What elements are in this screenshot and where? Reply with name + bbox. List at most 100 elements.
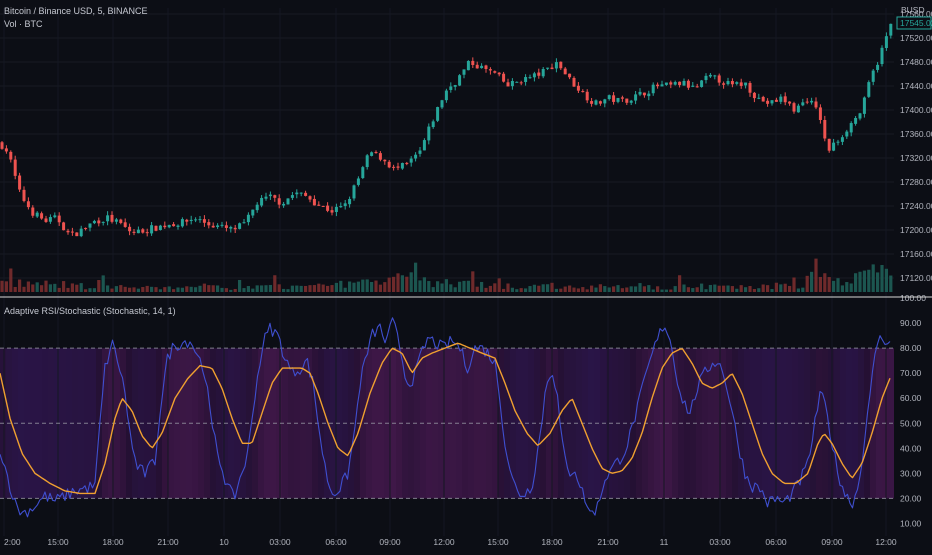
x-axis[interactable]: 2:00 15:00 18:00 21:00 10 03:00 06:00 09:00 12:0… <box>4 537 897 547</box>
volume-bar <box>57 287 61 292</box>
price-tick-label: 17240.00 <box>900 201 932 211</box>
band-shade-column <box>402 348 408 499</box>
price-tick-label: 17520.00 <box>900 33 932 43</box>
candle-body <box>264 196 268 199</box>
band-shade-column <box>66 348 72 499</box>
volume-series-title[interactable]: Vol · BTC <box>4 19 43 29</box>
volume-bar <box>871 264 875 292</box>
band-shade-column <box>492 348 498 499</box>
candle-body <box>686 80 690 88</box>
band-shade-column <box>198 348 204 499</box>
volume-bar <box>757 288 761 292</box>
candle-body <box>136 229 140 234</box>
candle-body <box>541 68 545 77</box>
volume-bar <box>273 275 277 292</box>
candle-body <box>348 198 352 205</box>
candle-body <box>128 226 132 232</box>
volume-bar <box>334 282 338 292</box>
band-shade-column <box>360 348 366 499</box>
volume-bar <box>884 268 888 292</box>
candle-body <box>198 219 202 221</box>
volume-bar <box>629 286 633 292</box>
candle-body <box>409 158 413 163</box>
volume-bar <box>202 283 206 292</box>
candle-body <box>268 194 272 197</box>
candle-body <box>546 67 550 69</box>
volume-bar <box>194 287 198 292</box>
volume-bar <box>163 287 167 292</box>
candle-body <box>735 82 739 84</box>
volume-bar <box>550 282 554 292</box>
candle-body <box>770 100 774 104</box>
volume-bar <box>317 283 321 292</box>
volume-bar <box>466 280 470 292</box>
candle-body <box>35 212 39 217</box>
volume-bar <box>524 288 528 292</box>
candle-body <box>352 185 356 199</box>
candle-body <box>779 96 783 102</box>
candle-body <box>44 218 48 222</box>
candle-body <box>233 227 237 230</box>
time-tick-label: 15:00 <box>487 537 509 547</box>
candle-body <box>585 91 589 101</box>
volume-bar <box>722 285 726 292</box>
volume-bar <box>123 286 127 292</box>
candle-body <box>207 222 211 226</box>
candle-body <box>774 99 778 102</box>
volume-bar <box>880 265 884 292</box>
volume-bar <box>106 285 110 292</box>
volume-bar <box>779 284 783 292</box>
candle-body <box>700 80 704 87</box>
indicator-tick-label: 80.00 <box>900 343 922 353</box>
volume-bar <box>449 284 453 292</box>
candle-body <box>554 62 558 69</box>
volume-bar <box>343 287 347 292</box>
candle-body <box>519 82 523 84</box>
price-tick-label: 17160.00 <box>900 249 932 259</box>
candle-body <box>559 61 563 69</box>
candle-body <box>304 192 308 196</box>
candle-body <box>493 71 497 73</box>
candle-body <box>594 100 598 105</box>
volume-bar <box>519 288 523 292</box>
candle-body <box>625 98 629 103</box>
price-series-title[interactable]: Bitcoin / Binance USD, 5, BINANCE <box>4 6 148 16</box>
volume-bar <box>4 281 8 292</box>
indicator-title[interactable]: Adaptive RSI/Stochastic (Stochastic, 14,… <box>4 306 176 316</box>
volume-bar <box>185 286 189 292</box>
time-tick-label: 15:00 <box>47 537 69 547</box>
candle-body <box>145 232 149 234</box>
band-shade-column <box>72 348 78 499</box>
candle-body <box>884 36 888 49</box>
last-price-tag[interactable] <box>896 16 932 30</box>
volume-bar <box>801 287 805 292</box>
volume-bar <box>295 285 299 292</box>
candle-body <box>422 140 426 151</box>
time-tick-label: 11 <box>660 537 669 547</box>
candle-body <box>356 178 360 185</box>
candle-body <box>748 83 752 93</box>
candle-body <box>537 72 541 76</box>
volume-bar <box>321 284 325 292</box>
candle-body <box>713 75 717 77</box>
volume-bar <box>748 286 752 292</box>
volume-bar <box>858 271 862 292</box>
band-shade-column <box>828 348 834 499</box>
volume-bar <box>625 287 629 292</box>
candle-body <box>458 75 462 86</box>
candle-body <box>211 225 215 228</box>
volume-bar <box>145 285 149 292</box>
candle-body <box>840 137 844 142</box>
volume-bar <box>88 288 92 292</box>
volume-bar <box>141 287 145 292</box>
volume-bar <box>620 288 624 292</box>
candle-body <box>216 225 220 228</box>
indicator-tick-label: 40.00 <box>900 443 922 453</box>
indicator-tick-label: 20.00 <box>900 493 922 503</box>
volume-bar <box>480 281 484 292</box>
volume-bar <box>224 288 228 292</box>
volume-bar <box>796 288 800 292</box>
